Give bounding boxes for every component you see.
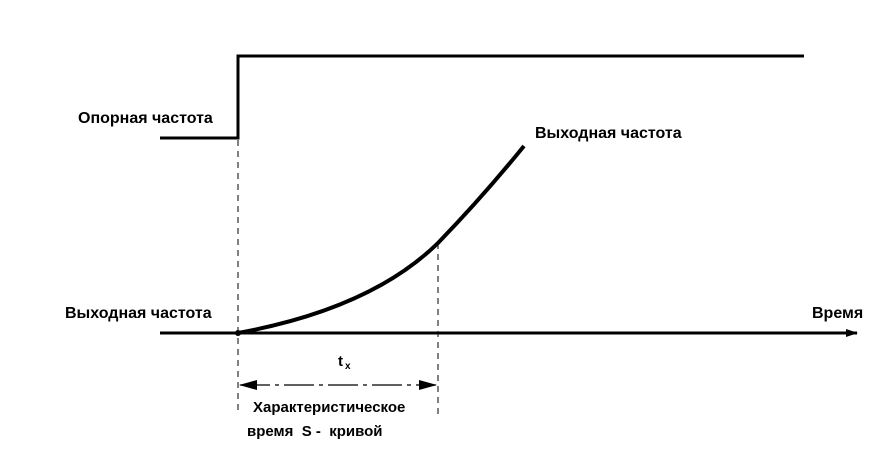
characteristic-time-line2: время S - кривой bbox=[247, 423, 383, 440]
curve-start-dot bbox=[235, 330, 241, 336]
tx-label-main: t bbox=[338, 353, 343, 370]
output-frequency-curve-label: Выходная частота bbox=[535, 125, 682, 142]
reference-frequency-label: Опорная частота bbox=[78, 110, 213, 127]
output-frequency-curve bbox=[237, 144, 526, 335]
reference-frequency-step-line bbox=[160, 54, 804, 140]
characteristic-time-line1: Характеристическое bbox=[253, 399, 405, 416]
tx-label-sub: x bbox=[345, 361, 351, 372]
time-axis-label: Время bbox=[812, 305, 863, 322]
output-frequency-axis-label: Выходная частота bbox=[65, 305, 212, 322]
